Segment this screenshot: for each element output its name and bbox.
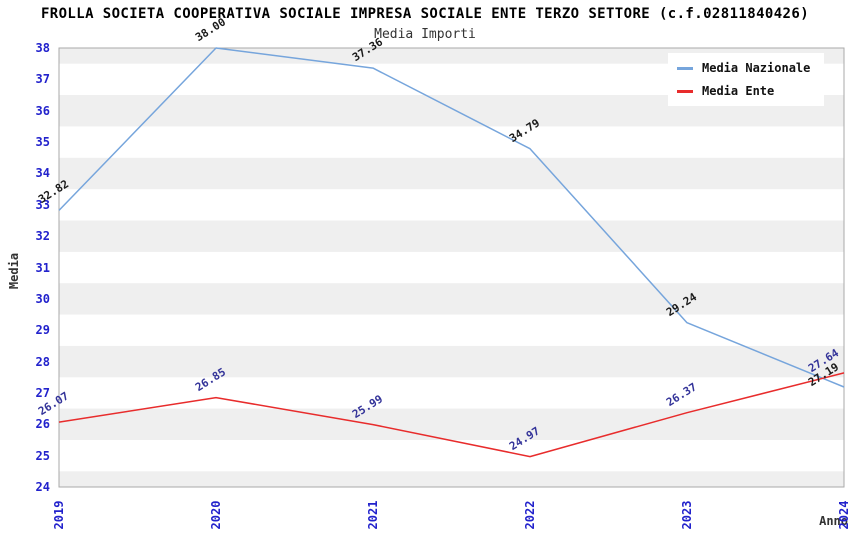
legend: Media Nazionale Media Ente <box>668 53 825 106</box>
x-tick-label: 2023 <box>680 500 694 530</box>
chart-title: FROLLA SOCIETA COOPERATIVA SOCIALE IMPRE… <box>40 6 810 22</box>
series-line-media-ente <box>58 372 845 458</box>
x-tick-label: 2022 <box>523 500 537 530</box>
legend-swatch-ente-icon <box>677 89 693 93</box>
legend-item-media-nazionale: Media Nazionale <box>677 61 810 75</box>
x-tick-label: 2020 <box>209 500 223 530</box>
legend-label-nazionale: Media Nazionale <box>702 61 811 75</box>
y-tick-label: 27 <box>35 385 50 400</box>
series-line-media-nazionale <box>58 47 845 388</box>
y-tick-label: 29 <box>35 323 50 338</box>
y-tick-label: 32 <box>35 229 50 244</box>
x-axis-title: Anno <box>819 514 848 528</box>
y-tick-label: 31 <box>35 260 50 275</box>
chart-subtitle: Media Importi <box>374 27 476 42</box>
y-tick-label: 33 <box>35 197 50 212</box>
y-tick-label: 37 <box>35 72 50 87</box>
legend-label-ente: Media Ente <box>702 84 775 98</box>
plot-border <box>58 47 845 488</box>
y-tick-label: 24 <box>35 480 50 494</box>
y-tick-label: 28 <box>35 354 50 369</box>
y-tick-label: 38 <box>35 41 50 55</box>
grid-band <box>59 345 844 378</box>
grid-band <box>59 48 844 64</box>
grid-band <box>59 157 844 190</box>
grid-band <box>59 220 844 252</box>
x-tick-label: 2019 <box>52 500 66 530</box>
y-tick-label: 35 <box>35 135 50 150</box>
y-tick-label: 26 <box>35 417 50 432</box>
grid-band <box>59 408 844 440</box>
grid-band <box>59 283 844 315</box>
legend-swatch-nazionale-icon <box>677 66 693 70</box>
y-tick-label: 30 <box>35 291 50 306</box>
y-tick-label: 25 <box>35 448 50 463</box>
x-tick-label: 2024 <box>837 500 850 530</box>
y-tick-label: 36 <box>35 103 50 118</box>
x-tick-label: 2021 <box>366 500 380 530</box>
legend-item-media-ente: Media Ente <box>677 84 810 98</box>
grid-band <box>59 471 844 487</box>
y-axis-title: Media <box>7 252 21 290</box>
y-tick-label: 34 <box>35 166 50 181</box>
